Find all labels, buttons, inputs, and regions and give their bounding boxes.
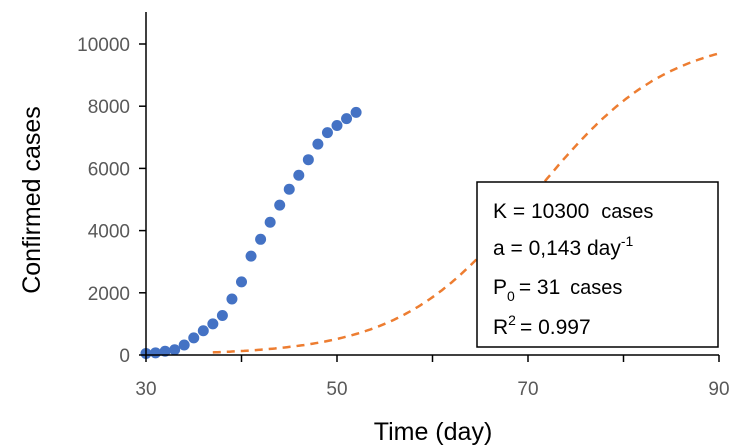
- y-tick-label: 4000: [88, 222, 130, 243]
- param-a: a = 0,143 day-1: [493, 233, 634, 260]
- data-point: [302, 154, 314, 166]
- data-point: [188, 332, 200, 344]
- data-point: [245, 250, 257, 262]
- data-point: [178, 339, 190, 351]
- y-axis-title: Confirmed cases: [18, 106, 46, 294]
- data-point: [216, 310, 228, 322]
- x-tick-label: 50: [326, 379, 347, 400]
- data-point: [255, 233, 267, 245]
- data-point: [226, 293, 238, 305]
- data-point: [293, 169, 305, 181]
- data-point: [197, 325, 209, 337]
- data-point: [321, 127, 333, 139]
- y-tick-label: 0: [119, 346, 130, 367]
- data-point: [274, 199, 286, 211]
- data-point: [283, 183, 295, 195]
- x-tick-label: 30: [135, 379, 156, 400]
- data-point: [169, 344, 181, 356]
- data-point: [207, 318, 219, 330]
- data-point: [312, 138, 324, 150]
- x-tick-label: 70: [517, 379, 538, 400]
- data-point: [264, 216, 276, 228]
- fit-parameters-box: K = 10300 cases a = 0,143 day-1 P0 = 31 c…: [476, 181, 719, 348]
- y-tick-label: 6000: [88, 159, 130, 180]
- param-k: K = 10300 cases: [493, 200, 653, 223]
- data-point: [159, 345, 171, 357]
- data-point: [236, 276, 247, 288]
- x-axis-title: Time (day): [374, 418, 493, 446]
- data-point: [341, 113, 353, 125]
- y-tick-label: 8000: [88, 97, 130, 118]
- logistic-fit-line: [212, 52, 720, 354]
- param-p0: P0 = 31 cases: [493, 276, 622, 304]
- x-tick-label: 90: [708, 379, 729, 400]
- y-tick-label: 10000: [77, 35, 130, 56]
- fit-parameters-box-border: [476, 181, 719, 348]
- param-r2: R2 = 0.997: [493, 312, 591, 339]
- data-point: [331, 119, 343, 131]
- data-point: [150, 347, 162, 359]
- data-point: [350, 106, 362, 118]
- y-tick-label: 2000: [88, 284, 130, 305]
